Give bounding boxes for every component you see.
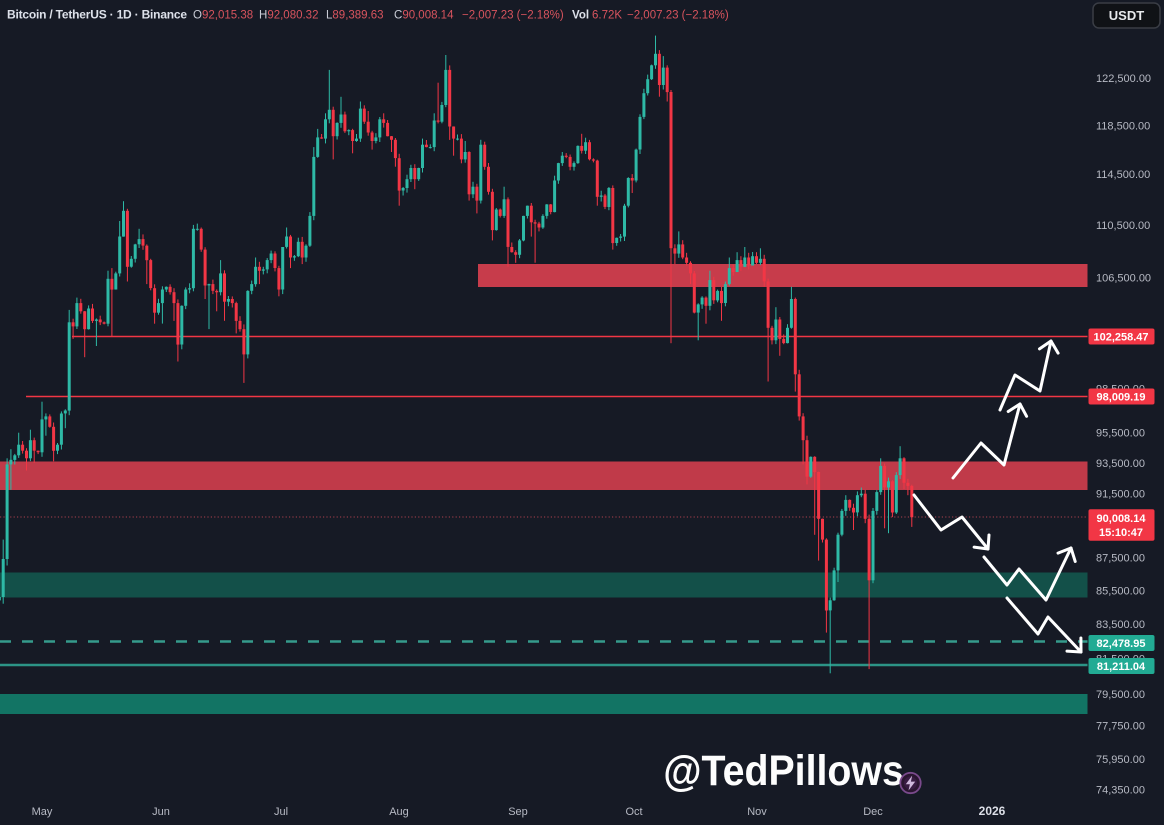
svg-text:91,500.00: 91,500.00 <box>1096 489 1145 501</box>
svg-text:2026: 2026 <box>979 804 1006 818</box>
svg-text:@TedPillows: @TedPillows <box>663 747 904 795</box>
svg-text:93,500.00: 93,500.00 <box>1096 458 1145 470</box>
svg-text:Sep: Sep <box>508 806 528 818</box>
svg-text:Nov: Nov <box>747 806 767 818</box>
svg-text:106,500.00: 106,500.00 <box>1096 272 1151 284</box>
svg-text:L89,389.63: L89,389.63 <box>326 10 384 22</box>
svg-text:85,500.00: 85,500.00 <box>1096 585 1145 597</box>
svg-text:USDT: USDT <box>1109 8 1144 23</box>
svg-text:102,258.47: 102,258.47 <box>1093 332 1148 344</box>
svg-text:O92,015.38: O92,015.38 <box>193 10 253 22</box>
svg-text:87,500.00: 87,500.00 <box>1096 552 1145 564</box>
svg-text:6.72K: 6.72K <box>592 10 622 22</box>
svg-text:98,009.19: 98,009.19 <box>1097 392 1146 404</box>
svg-text:Jul: Jul <box>274 806 288 818</box>
svg-text:81,211.04: 81,211.04 <box>1097 661 1146 673</box>
svg-text:77,750.00: 77,750.00 <box>1096 721 1145 733</box>
svg-text:Jun: Jun <box>152 806 170 818</box>
svg-text:Aug: Aug <box>389 806 409 818</box>
svg-text:C90,008.14: C90,008.14 <box>394 10 454 22</box>
svg-text:90,008.14: 90,008.14 <box>1097 513 1147 525</box>
svg-text:−2,007.23 (−2.18%): −2,007.23 (−2.18%) <box>462 10 564 22</box>
svg-text:Dec: Dec <box>863 806 883 818</box>
svg-text:Bitcoin / TetherUS · 1D · Bina: Bitcoin / TetherUS · 1D · Binance <box>7 8 187 22</box>
svg-text:May: May <box>32 806 53 818</box>
svg-text:75,950.00: 75,950.00 <box>1096 754 1145 766</box>
svg-text:114,500.00: 114,500.00 <box>1096 169 1150 181</box>
svg-text:118,500.00: 118,500.00 <box>1096 120 1150 132</box>
svg-text:74,350.00: 74,350.00 <box>1096 784 1145 796</box>
svg-text:83,500.00: 83,500.00 <box>1096 619 1145 631</box>
svg-text:−2,007.23 (−2.18%): −2,007.23 (−2.18%) <box>627 10 729 22</box>
svg-text:95,500.00: 95,500.00 <box>1096 428 1145 440</box>
svg-text:122,500.00: 122,500.00 <box>1096 73 1151 85</box>
svg-text:Oct: Oct <box>625 806 642 818</box>
svg-text:110,500.00: 110,500.00 <box>1096 220 1150 232</box>
svg-text:15:10:47: 15:10:47 <box>1099 527 1143 539</box>
svg-text:79,500.00: 79,500.00 <box>1096 689 1145 701</box>
svg-text:H92,080.32: H92,080.32 <box>259 10 318 22</box>
svg-text:Vol: Vol <box>572 10 589 22</box>
svg-text:82,478.95: 82,478.95 <box>1097 638 1146 650</box>
